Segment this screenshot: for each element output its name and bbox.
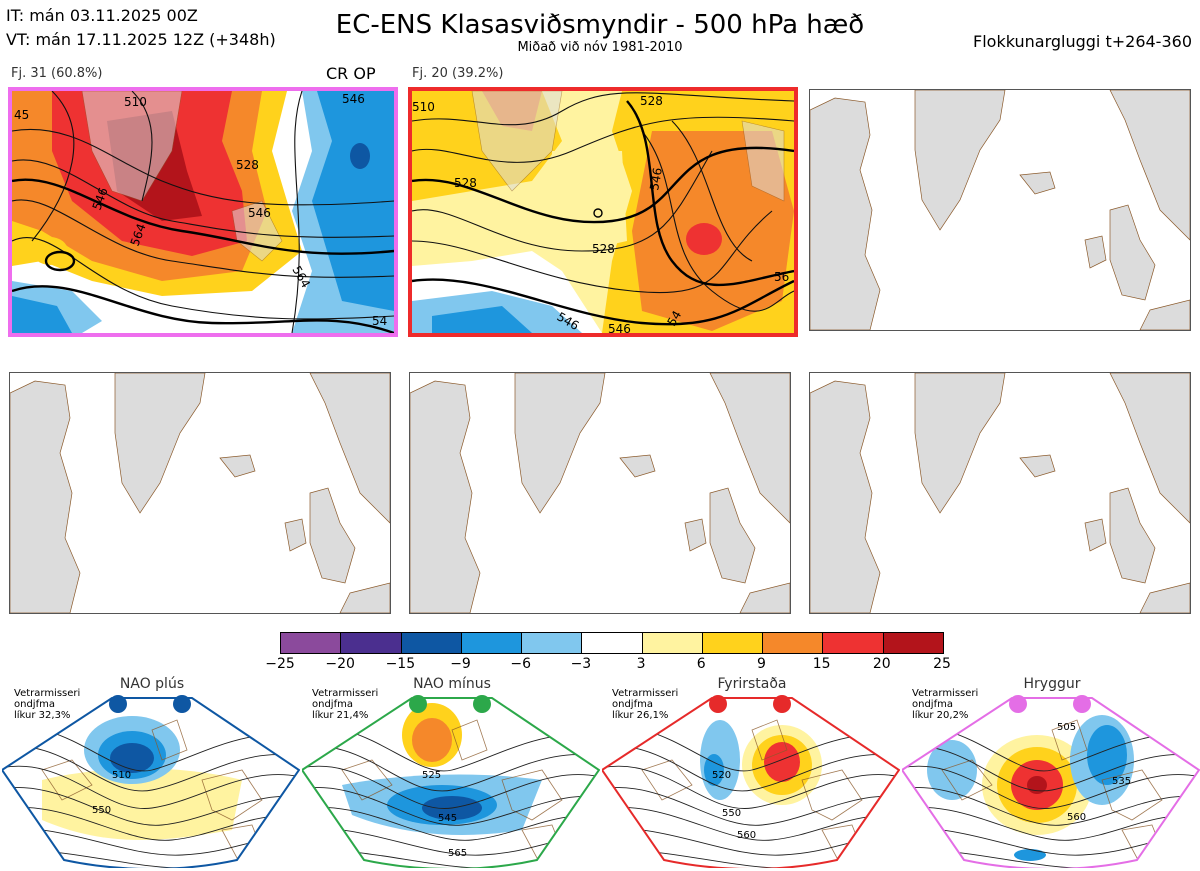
contour-label: 45	[14, 108, 29, 122]
contour-label: 546	[647, 167, 665, 192]
page-title: EC-ENS Klasasviðsmyndir - 500 hPa hæð	[335, 10, 865, 40]
cluster-map-4[interactable]	[9, 372, 391, 614]
colorbar-tick-label: 15	[812, 656, 831, 672]
regime-title: Hryggur	[1023, 676, 1081, 692]
regime-panel: NAO mínus Vetrarmisseri ondjfma líkur 21,4%	[302, 676, 600, 868]
colorbar-tick-label: −20	[325, 656, 355, 672]
colorbar-tick-label: 6	[696, 656, 706, 672]
contour-label: 54	[372, 314, 387, 328]
anomaly-colorbar	[280, 632, 944, 654]
colorbar-tick-label: −15	[385, 656, 416, 672]
cluster-map-3[interactable]	[809, 89, 1191, 331]
contour-label: 546	[342, 92, 365, 106]
contour-label: 528	[454, 176, 477, 190]
contour-label: 510	[124, 95, 147, 109]
regime-note: Vetrarmisseri ondjfma líkur 20,2%	[912, 688, 979, 721]
colorbar-swatch	[702, 633, 764, 653]
cluster-map-5[interactable]	[409, 372, 791, 614]
colorbar-tick-label: −25	[265, 656, 295, 672]
colorbar-swatch	[401, 633, 462, 653]
regime-map	[302, 695, 600, 868]
regime-title: Fyrirstaða	[717, 676, 787, 692]
panel-2-label: Fj. 20 (39.2%)	[412, 66, 504, 81]
regime-note: Vetrarmisseri ondjfma líkur 26,1%	[612, 688, 679, 721]
regime-contour-label: 550	[722, 808, 742, 819]
regime-map	[602, 695, 900, 868]
cluster-map-6[interactable]	[809, 372, 1191, 614]
colorbar-swatch	[461, 633, 523, 653]
regime-note: Vetrarmisseri ondjfma líkur 32,3%	[14, 688, 81, 721]
contour-label: 528	[640, 94, 663, 108]
regime-contour-label: 525	[422, 770, 442, 781]
colorbar-swatch	[763, 633, 824, 653]
regime-contour-label: 545	[438, 813, 458, 824]
classification-window: Flokkunargluggi t+264-360	[973, 32, 1192, 51]
colorbar-tick-label: 25	[933, 656, 951, 672]
contour-label: 54	[664, 308, 684, 328]
contour-label: 546	[608, 322, 631, 333]
regime-map	[2, 695, 300, 868]
contour-label: 528	[592, 242, 615, 256]
regime-contour-label: 560	[1067, 812, 1087, 823]
contour-label: 56	[774, 270, 789, 284]
regime-note: Vetrarmisseri ondjfma líkur 21,4%	[312, 688, 379, 721]
colorbar-tick-label: 3	[636, 656, 646, 672]
colorbar-swatch	[582, 633, 643, 653]
colorbar-tick-label: −9	[450, 656, 471, 672]
page-subtitle: Miðað við nóv 1981-2010	[517, 40, 683, 55]
contour-label: 528	[236, 158, 259, 172]
colorbar-swatch	[823, 633, 884, 653]
regime-title: NAO mínus	[413, 676, 491, 692]
colorbar-tick-label: −6	[510, 656, 532, 672]
regime-map	[902, 695, 1200, 868]
regime-contour-label: 565	[448, 848, 468, 859]
cluster-map-1[interactable]: 510 528 546 546 564 564 45 546 54	[8, 87, 398, 337]
regime-panel: Fyrirstaða Vetrarmisseri ondjfma líkur 26,1…	[602, 676, 900, 868]
regime-panel: NAO plús Vetrarmisseri ondjfma líkur 32,3%	[2, 676, 300, 868]
regime-title: NAO plús	[119, 676, 185, 692]
colorbar-tick-label: −3	[570, 656, 592, 672]
regime-contour-label: 550	[92, 805, 112, 816]
colorbar-swatch	[341, 633, 402, 653]
valid-time: VT: mán 17.11.2025 12Z (+348h)	[6, 30, 276, 49]
colorbar-swatch	[642, 633, 703, 653]
contour-label: 546	[248, 206, 271, 220]
regime-contour-label: 535	[1112, 776, 1132, 787]
colorbar-swatch	[522, 633, 583, 653]
panel-1-label: Fj. 31 (60.8%)	[11, 66, 103, 81]
contour-label: 510	[412, 100, 435, 114]
colorbar-tick-label: 20	[872, 656, 891, 672]
colorbar-swatch	[281, 633, 342, 653]
panel-1-tag: CR OP	[326, 64, 376, 83]
regime-contour-label: 510	[112, 770, 132, 781]
colorbar-tick-label: 9	[756, 656, 766, 672]
regime-contour-label: 505	[1057, 722, 1077, 733]
regime-panel: Hryggur Vetrarmisseri ondjfma líkur 20,2%	[902, 676, 1200, 868]
init-time: IT: mán 03.11.2025 00Z	[6, 6, 198, 25]
regime-contour-label: 520	[712, 770, 732, 781]
cluster-map-2[interactable]: 510 528 528 546 528 546 546 56 54	[408, 87, 798, 337]
regime-contour-label: 560	[737, 830, 757, 841]
colorbar-swatch	[883, 633, 943, 653]
